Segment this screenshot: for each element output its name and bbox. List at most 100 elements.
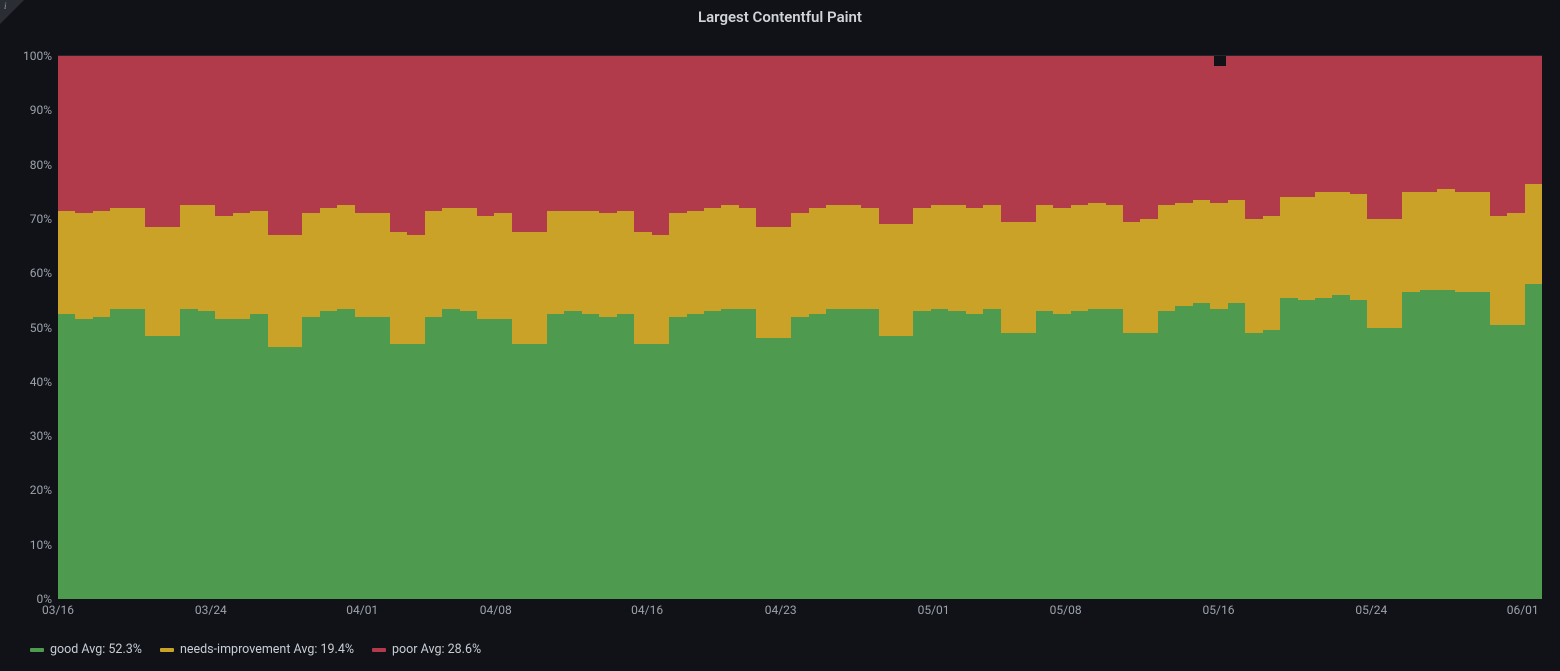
segment-poor bbox=[634, 56, 652, 232]
segment-poor bbox=[547, 56, 565, 211]
segment-needs bbox=[145, 227, 163, 336]
segment-good bbox=[687, 314, 705, 599]
x-axis-label: 05/24 bbox=[1355, 599, 1387, 617]
legend-item-good[interactable]: good Avg: 52.3% bbox=[30, 642, 142, 657]
segment-needs bbox=[268, 235, 286, 346]
data-column bbox=[582, 56, 600, 599]
segment-poor bbox=[1402, 56, 1420, 192]
segment-needs bbox=[1175, 203, 1193, 306]
data-column bbox=[896, 56, 914, 599]
segment-poor bbox=[564, 56, 582, 211]
legend-item-needs[interactable]: needs-improvement Avg: 19.4% bbox=[160, 642, 354, 657]
segment-needs bbox=[250, 211, 268, 314]
segment-poor bbox=[1193, 56, 1211, 200]
data-column bbox=[1018, 56, 1036, 599]
data-column bbox=[1210, 56, 1228, 599]
segment-good bbox=[1123, 333, 1141, 599]
x-axis-label: 03/24 bbox=[195, 599, 227, 617]
segment-needs bbox=[704, 208, 722, 311]
segment-poor bbox=[128, 56, 146, 208]
segment-good bbox=[320, 311, 338, 599]
segment-needs bbox=[948, 205, 966, 311]
data-column bbox=[739, 56, 757, 599]
info-icon[interactable]: i bbox=[4, 1, 7, 11]
segment-good bbox=[844, 309, 862, 600]
segment-good bbox=[809, 314, 827, 599]
segment-good bbox=[948, 311, 966, 599]
segment-poor bbox=[1455, 56, 1473, 192]
segment-good bbox=[1350, 300, 1368, 599]
segment-poor bbox=[1001, 56, 1019, 222]
data-column bbox=[1350, 56, 1368, 599]
segment-good bbox=[1036, 311, 1054, 599]
segment-needs bbox=[93, 211, 111, 317]
y-axis-label: 30% bbox=[30, 429, 58, 443]
data-column bbox=[1053, 56, 1071, 599]
data-column bbox=[756, 56, 774, 599]
segment-poor bbox=[826, 56, 844, 205]
segment-needs bbox=[425, 211, 443, 317]
segment-needs bbox=[337, 205, 355, 308]
segment-needs bbox=[128, 208, 146, 308]
segment-poor bbox=[1472, 56, 1490, 192]
segment-good bbox=[477, 319, 495, 599]
segment-poor bbox=[337, 56, 355, 205]
segment-good bbox=[355, 317, 373, 599]
segment-good bbox=[756, 338, 774, 599]
plot-region[interactable]: 0%10%20%30%40%50%60%70%80%90%100%03/1603… bbox=[58, 56, 1542, 599]
segment-needs bbox=[913, 208, 931, 311]
segment-good bbox=[1280, 298, 1298, 599]
segment-good bbox=[285, 347, 303, 599]
segment-poor bbox=[687, 56, 705, 211]
y-axis-label: 50% bbox=[30, 321, 58, 335]
segment-good bbox=[75, 319, 93, 599]
segment-good bbox=[1402, 292, 1420, 599]
segment-good bbox=[1472, 292, 1490, 599]
data-column bbox=[931, 56, 949, 599]
segment-poor bbox=[1245, 56, 1263, 219]
legend-item-poor[interactable]: poor Avg: 28.6% bbox=[372, 642, 481, 657]
legend: good Avg: 52.3% needs-improvement Avg: 19… bbox=[30, 642, 481, 657]
data-gap-marker bbox=[1214, 56, 1226, 66]
segment-needs bbox=[791, 213, 809, 316]
data-column bbox=[1472, 56, 1490, 599]
data-column bbox=[704, 56, 722, 599]
data-column bbox=[93, 56, 111, 599]
data-column bbox=[1263, 56, 1281, 599]
segment-poor bbox=[1280, 56, 1298, 197]
data-column bbox=[1088, 56, 1106, 599]
data-column bbox=[966, 56, 984, 599]
segment-good bbox=[460, 311, 478, 599]
data-column bbox=[1001, 56, 1019, 599]
segment-needs bbox=[1245, 219, 1263, 333]
segment-needs bbox=[826, 205, 844, 308]
segment-good bbox=[1053, 314, 1071, 599]
segment-poor bbox=[58, 56, 76, 211]
segment-poor bbox=[774, 56, 792, 227]
segment-good bbox=[145, 336, 163, 599]
data-column bbox=[669, 56, 687, 599]
segment-good bbox=[966, 314, 984, 599]
segment-good bbox=[512, 344, 530, 599]
segment-needs bbox=[390, 232, 408, 343]
segment-good bbox=[1193, 303, 1211, 599]
segment-good bbox=[1490, 325, 1508, 599]
data-column bbox=[844, 56, 862, 599]
segment-poor bbox=[494, 56, 512, 213]
segment-needs bbox=[1385, 219, 1403, 328]
data-column bbox=[1175, 56, 1193, 599]
segment-good bbox=[233, 319, 251, 599]
legend-swatch bbox=[160, 648, 174, 652]
segment-poor bbox=[320, 56, 338, 208]
segment-needs bbox=[1071, 205, 1089, 311]
segment-poor bbox=[1525, 56, 1543, 184]
chart-area[interactable]: 0%10%20%30%40%50%60%70%80%90%100%03/1603… bbox=[10, 38, 1550, 623]
data-column bbox=[652, 56, 670, 599]
data-column bbox=[1158, 56, 1176, 599]
data-column bbox=[826, 56, 844, 599]
segment-needs bbox=[1001, 222, 1019, 333]
x-axis-label: 06/01 bbox=[1507, 599, 1539, 617]
segment-good bbox=[1228, 303, 1246, 599]
y-axis-label: 80% bbox=[30, 158, 58, 172]
legend-label: poor Avg: 28.6% bbox=[392, 642, 481, 657]
